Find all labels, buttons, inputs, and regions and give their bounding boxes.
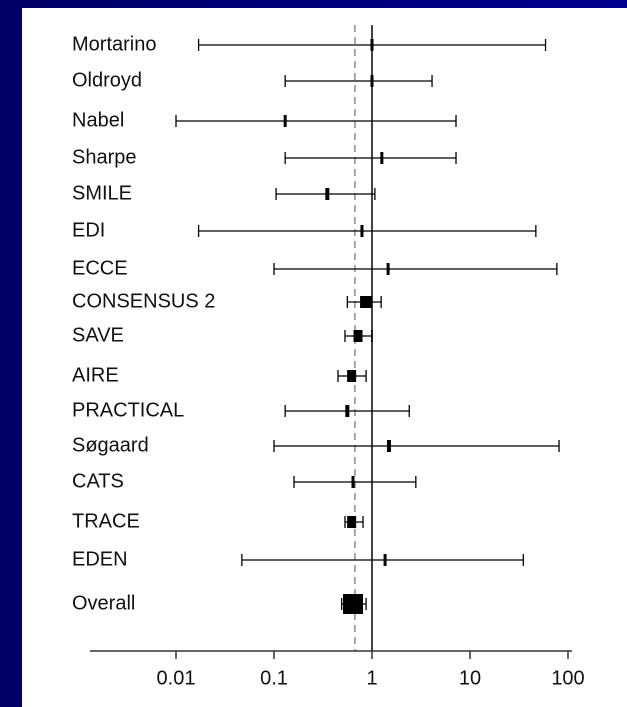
point-estimate — [386, 263, 390, 275]
study-label: SMILE — [72, 182, 132, 204]
study-label: TRACE — [72, 510, 140, 532]
study-label: Mortarino — [72, 33, 156, 55]
point-estimate — [386, 440, 391, 452]
study-label: Nabel — [72, 109, 124, 131]
study-label: CONSENSUS 2 — [72, 290, 215, 312]
x-tick-label: 10 — [459, 667, 481, 689]
point-estimate — [283, 115, 287, 127]
x-tick-label: 0.01 — [157, 667, 196, 689]
study-label: AIRE — [72, 364, 119, 386]
point-estimate — [353, 330, 363, 342]
study-label: Overall — [72, 592, 135, 614]
study-label: Søgaard — [72, 434, 149, 456]
point-estimate — [370, 75, 374, 87]
point-estimate — [360, 225, 364, 237]
study-label: EDEN — [72, 548, 128, 570]
study-label: CATS — [72, 470, 124, 492]
point-estimate — [345, 405, 350, 417]
study-label: PRACTICAL — [72, 399, 184, 421]
x-tick-label: 1 — [366, 667, 377, 689]
point-estimate — [347, 370, 357, 382]
point-estimate — [360, 296, 373, 308]
study-label: EDI — [72, 219, 105, 241]
x-tick-label: 100 — [551, 667, 584, 689]
study-label: SAVE — [72, 324, 124, 346]
point-estimate — [325, 188, 330, 200]
study-label: Sharpe — [72, 146, 137, 168]
point-estimate — [383, 554, 387, 566]
study-label: ECCE — [72, 257, 128, 279]
study-label: Oldroyd — [72, 69, 142, 91]
point-estimate — [380, 152, 384, 164]
point-estimate — [347, 516, 357, 528]
point-estimate — [343, 594, 364, 614]
point-estimate — [370, 39, 374, 51]
point-estimate — [351, 476, 355, 488]
panel — [22, 8, 627, 707]
x-tick-label: 0.1 — [260, 667, 288, 689]
